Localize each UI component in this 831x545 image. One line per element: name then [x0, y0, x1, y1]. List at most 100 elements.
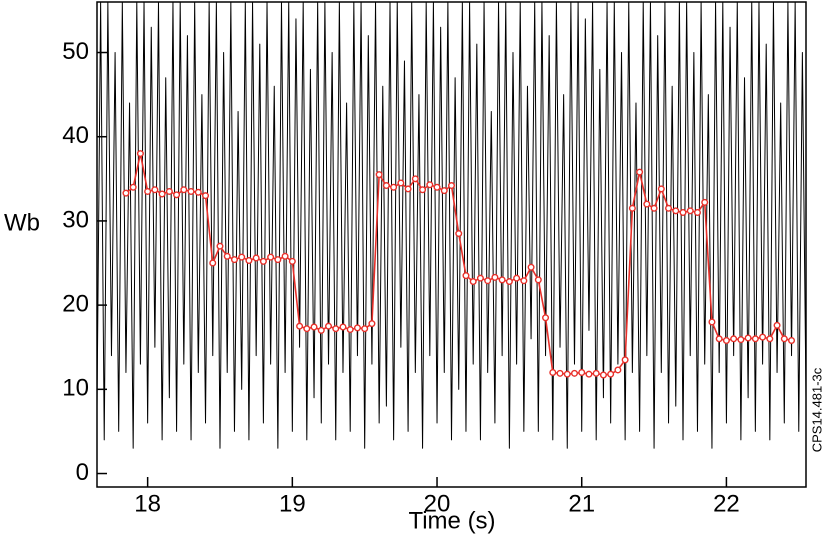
y-tick-label: 0 — [76, 459, 89, 486]
point — [346, 326, 354, 334]
point — [296, 322, 304, 330]
point — [259, 257, 267, 265]
point — [267, 253, 275, 261]
point — [194, 188, 202, 196]
point — [628, 204, 636, 212]
point — [187, 187, 195, 195]
signal-line — [97, 2, 806, 449]
point — [158, 190, 166, 198]
point — [144, 187, 152, 195]
point — [491, 273, 499, 281]
y-tick-label: 30 — [62, 206, 89, 233]
point — [520, 277, 528, 285]
y-tick-label: 50 — [62, 38, 89, 65]
point — [578, 368, 586, 376]
point — [462, 272, 470, 280]
point — [534, 276, 542, 284]
point — [353, 324, 361, 332]
point — [780, 335, 788, 343]
point — [636, 168, 644, 176]
point — [310, 323, 318, 331]
point — [715, 335, 723, 343]
point — [325, 322, 333, 330]
point — [672, 207, 680, 215]
point — [455, 230, 463, 238]
point — [223, 252, 231, 260]
point — [288, 257, 296, 265]
point — [476, 274, 484, 282]
point — [643, 200, 651, 208]
point — [701, 198, 709, 206]
point — [397, 179, 405, 187]
point — [339, 323, 347, 331]
point — [238, 253, 246, 261]
point — [332, 325, 340, 333]
point — [136, 150, 144, 158]
point — [209, 259, 217, 267]
point — [281, 252, 289, 260]
x-tick-label: 18 — [134, 490, 161, 517]
point — [621, 356, 629, 364]
point — [730, 335, 738, 343]
point — [469, 278, 477, 286]
point — [122, 189, 130, 197]
point — [570, 369, 578, 377]
point — [448, 182, 456, 190]
point — [317, 326, 325, 334]
point — [151, 186, 159, 194]
point — [650, 204, 658, 212]
plot-frame — [96, 1, 807, 488]
point — [230, 256, 238, 264]
point — [665, 204, 673, 212]
point — [686, 207, 694, 215]
point — [404, 185, 412, 193]
point — [411, 175, 419, 183]
point — [419, 186, 427, 194]
y-axis-label: Wb — [4, 209, 40, 236]
point — [180, 186, 188, 194]
point — [788, 336, 796, 344]
point — [505, 278, 513, 286]
point — [679, 209, 687, 217]
point — [303, 325, 311, 333]
point — [165, 187, 173, 195]
plot-area — [97, 2, 806, 449]
point — [744, 334, 752, 342]
point — [498, 276, 506, 284]
point — [737, 336, 745, 344]
point — [202, 192, 210, 200]
point — [592, 369, 600, 377]
point — [440, 187, 448, 195]
point — [390, 183, 398, 191]
point — [549, 368, 557, 376]
point — [759, 333, 767, 341]
point — [607, 370, 615, 378]
point — [173, 191, 181, 199]
point — [368, 320, 376, 328]
point — [614, 366, 622, 374]
y-tick-label: 10 — [62, 375, 89, 402]
point — [599, 371, 607, 379]
x-axis-label: Time (s) — [408, 507, 495, 534]
x-tick-label: 22 — [713, 490, 740, 517]
point — [216, 242, 224, 250]
point — [484, 277, 492, 285]
point — [252, 254, 260, 262]
point — [274, 256, 282, 264]
point — [657, 185, 665, 193]
point — [722, 336, 730, 344]
y-tick-label: 20 — [62, 290, 89, 317]
point — [693, 209, 701, 217]
x-tick-label: 20 — [424, 490, 451, 517]
point — [361, 325, 369, 333]
point — [426, 181, 434, 189]
point — [563, 370, 571, 378]
x-tick-label: 19 — [279, 490, 306, 517]
point — [527, 263, 535, 271]
point — [708, 318, 716, 326]
y-tick-label: 40 — [62, 122, 89, 149]
point — [375, 171, 383, 179]
point — [245, 256, 253, 264]
point — [433, 183, 441, 191]
side-label: CPS14.481-3c — [809, 367, 824, 452]
